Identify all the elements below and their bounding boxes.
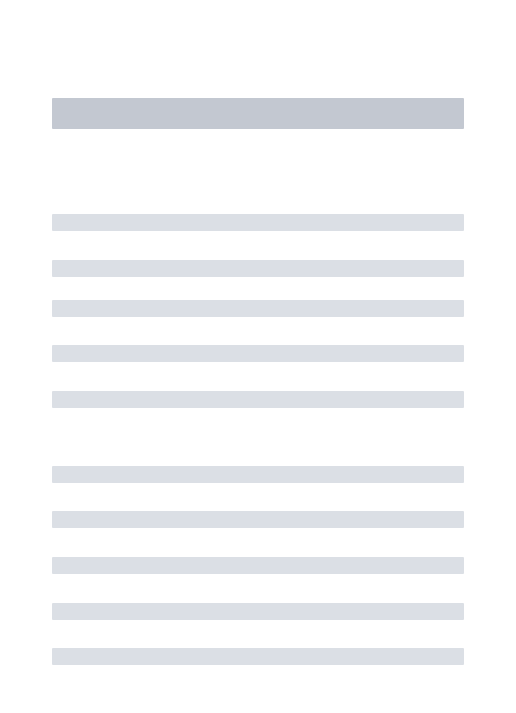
skeleton-line bbox=[52, 648, 464, 665]
skeleton-line bbox=[52, 466, 464, 483]
skeleton-line bbox=[52, 260, 464, 277]
skeleton-line bbox=[52, 214, 464, 231]
skeleton-line bbox=[52, 345, 464, 362]
skeleton-line bbox=[52, 603, 464, 620]
skeleton-line bbox=[52, 391, 464, 408]
skeleton-line bbox=[52, 511, 464, 528]
skeleton-title-bar bbox=[52, 98, 464, 129]
skeleton-line bbox=[52, 300, 464, 317]
skeleton-line bbox=[52, 557, 464, 574]
